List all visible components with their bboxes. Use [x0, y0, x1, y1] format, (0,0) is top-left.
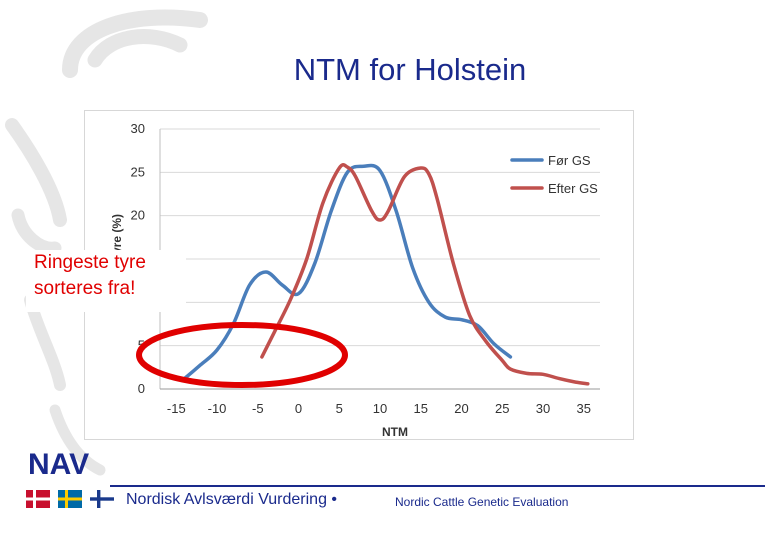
flag-row — [26, 490, 116, 510]
x-tick-label: 20 — [454, 401, 468, 416]
highlight-ellipse — [136, 322, 348, 388]
y-tick-label: 30 — [131, 121, 145, 136]
decoration-stroke — [5, 118, 67, 227]
nav-logo: NAV — [28, 448, 90, 481]
x-tick-label: -15 — [167, 401, 186, 416]
footer-rule — [110, 485, 765, 487]
x-tick-label: -10 — [208, 401, 227, 416]
decoration-stroke — [49, 404, 106, 476]
finland-flag-icon — [90, 490, 114, 508]
footer-left-text: Nordisk Avlsværdi Vurdering • — [126, 491, 338, 508]
legend-label: Efter GS — [548, 181, 598, 196]
x-tick-label: 0 — [295, 401, 302, 416]
series-line-1 — [260, 163, 590, 386]
series-line-0 — [182, 163, 513, 381]
x-axis-label: NTM — [382, 425, 408, 439]
decoration-stroke — [62, 9, 208, 78]
x-tick-label: -5 — [252, 401, 264, 416]
footer-right-text: Nordic Cattle Genetic Evaluation — [395, 495, 569, 509]
x-tick-label: 5 — [336, 401, 343, 416]
callout: Ringeste tyre sorteres fra! — [26, 250, 186, 312]
x-tick-label: 25 — [495, 401, 509, 416]
x-tick-label: 10 — [373, 401, 387, 416]
y-tick-label: 25 — [131, 164, 145, 179]
x-tick-label: 15 — [414, 401, 428, 416]
callout-line-1: Ringeste tyre — [34, 252, 146, 273]
legend-label: Før GS — [548, 153, 591, 168]
decoration-stroke — [87, 29, 188, 68]
y-axis-label: yre (%) — [110, 214, 124, 254]
callout-line-2: sorteres fra! — [34, 278, 136, 299]
slide-title: NTM for Holstein — [293, 52, 527, 87]
decoration-stroke — [11, 208, 62, 255]
sweden-flag-icon — [58, 490, 82, 508]
denmark-flag-icon — [26, 490, 50, 508]
y-tick-label: 0 — [138, 381, 145, 396]
x-tick-label: 35 — [576, 401, 590, 416]
x-tick-label: 30 — [536, 401, 550, 416]
y-tick-label: 20 — [131, 208, 145, 223]
chart-frame: 051015202530-15-10-505101520253035NTMyre… — [84, 110, 634, 440]
line-chart: 051015202530-15-10-505101520253035NTMyre… — [110, 121, 600, 439]
